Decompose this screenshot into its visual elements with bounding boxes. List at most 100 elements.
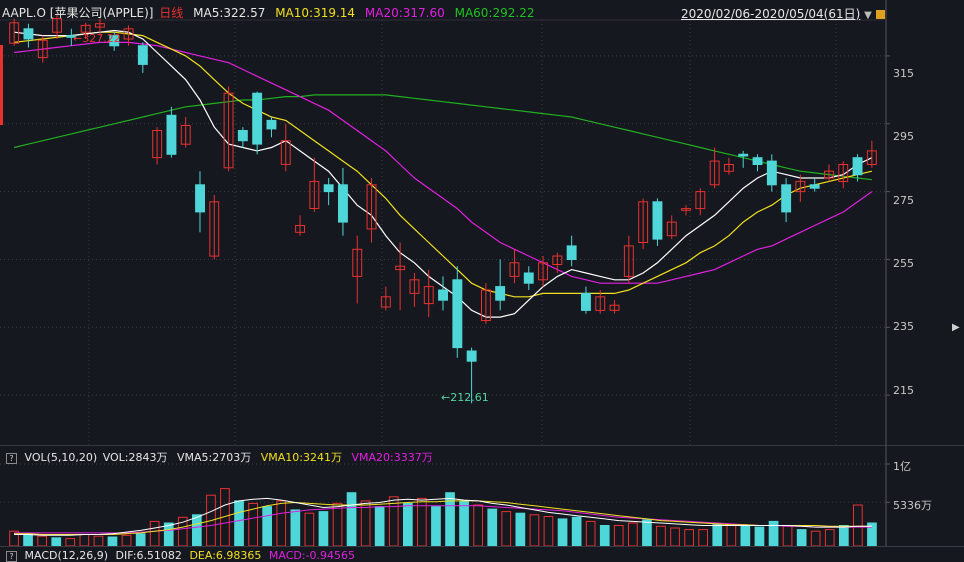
volume-bar (332, 502, 343, 546)
candle-body (166, 114, 177, 155)
volume-bar (810, 530, 821, 546)
candle-body (481, 289, 491, 321)
volume-bar (135, 533, 146, 546)
volume-bar (782, 525, 793, 546)
volume-bar (740, 525, 751, 546)
candle-body (695, 191, 706, 210)
volume-bar (670, 527, 680, 546)
volume-bar (768, 520, 779, 546)
volume-bar (262, 506, 272, 546)
high-annotation: ←327.22 (73, 32, 121, 45)
price-axis-label: 235 (893, 320, 914, 333)
ma10-line (14, 31, 873, 298)
vma10-legend: VMA10:3241万 (260, 451, 343, 464)
volume-bar (754, 526, 765, 546)
volume-bar (388, 496, 399, 546)
left-marker (0, 45, 3, 125)
arrow-left-icon: ← (441, 391, 451, 404)
ma5-line (14, 29, 873, 318)
candle-body (9, 22, 20, 44)
volume-chart (0, 446, 890, 546)
volume-bar (515, 512, 526, 546)
candle-body (724, 164, 734, 172)
volume-bar (79, 534, 90, 546)
volume-bar (248, 502, 259, 546)
candle-body (738, 153, 749, 157)
volume-bar (276, 500, 287, 546)
candle-body (295, 225, 306, 233)
volume-bar (585, 520, 596, 546)
candle-body (137, 45, 148, 65)
volume-bar (656, 525, 666, 546)
candle-body (595, 296, 606, 311)
volume-axis-label: 1亿 (893, 460, 911, 473)
candle-body (380, 296, 391, 308)
volume-bar (824, 529, 835, 546)
candle-body (366, 184, 377, 230)
volume-bar (149, 520, 160, 546)
volume-bar (290, 509, 301, 546)
volume-bar (698, 529, 708, 546)
price-axis-label: 255 (893, 257, 914, 270)
volume-bar (867, 522, 877, 546)
candle-body (37, 39, 48, 59)
candle-body (581, 292, 591, 311)
ma20-legend: MA20:317.60 (364, 6, 445, 20)
candle-body (852, 157, 863, 176)
date-range-label: 2020/02/06-2020/05/04(61日) (681, 7, 861, 21)
vma5-legend: VMA5:2703万 (177, 451, 252, 464)
candle-body (666, 221, 677, 237)
volume-bar (192, 514, 202, 546)
candle-body (523, 272, 534, 284)
volume-bar (360, 500, 371, 546)
macd-header: ? MACD(12,26,9) DIF:6.51082 DEA:6.98365 … (6, 549, 355, 562)
candle-body (195, 184, 206, 213)
period-label[interactable]: 日线 (159, 6, 184, 20)
candle-body (309, 180, 320, 209)
candle-body (409, 279, 420, 294)
volume-bar (107, 536, 118, 546)
lock-icon[interactable] (875, 10, 885, 19)
candle-body (609, 304, 620, 311)
volume-bar (177, 516, 188, 546)
volume-bar (543, 516, 554, 546)
candle-body (552, 255, 563, 265)
candle-body (752, 157, 763, 165)
volume-bar (642, 519, 652, 546)
candle-body (338, 184, 348, 223)
volume-bar (684, 529, 694, 546)
volume-bar (431, 506, 441, 546)
volume-bar (445, 492, 455, 546)
candle-body (866, 150, 877, 165)
volume-bar (23, 533, 33, 546)
volume-bar (234, 500, 244, 546)
candle-body (209, 201, 220, 257)
volume-header: ? VOL(5,10,20) VOL:2843万 VMA5:2703万 VMA1… (6, 449, 433, 465)
price-axis-label: 295 (893, 130, 914, 143)
chart-header: AAPL.O [苹果公司(APPLE)] 日线 MA5:322.57 MA10:… (2, 4, 534, 21)
volume-bar (163, 522, 174, 546)
volume-bar (51, 537, 62, 546)
help-icon[interactable]: ? (6, 550, 17, 562)
candle-body (323, 184, 334, 193)
candle-body (438, 289, 449, 301)
candle-body (23, 28, 34, 40)
help-icon[interactable]: ? (6, 452, 17, 464)
price-axis-label: 215 (893, 384, 914, 397)
volume-bar (37, 535, 47, 546)
chevron-right-icon[interactable]: ▶ (952, 322, 960, 333)
low-value: 212.61 (450, 391, 489, 404)
dif-legend: DIF:6.51082 (115, 549, 182, 562)
candle-body (352, 248, 363, 277)
low-annotation: ←212.61 (441, 391, 489, 404)
price-axis-label: 315 (893, 67, 914, 80)
candle-body (66, 35, 77, 38)
candle-body (80, 24, 91, 33)
volume-bar (487, 508, 498, 546)
volume-bar (712, 524, 723, 546)
candle-body (123, 28, 134, 40)
chevron-down-icon[interactable]: ▼ (864, 10, 872, 21)
ma20-line (14, 41, 873, 284)
volume-axis-label: 5336万 (893, 499, 932, 512)
candle-body (809, 184, 820, 189)
